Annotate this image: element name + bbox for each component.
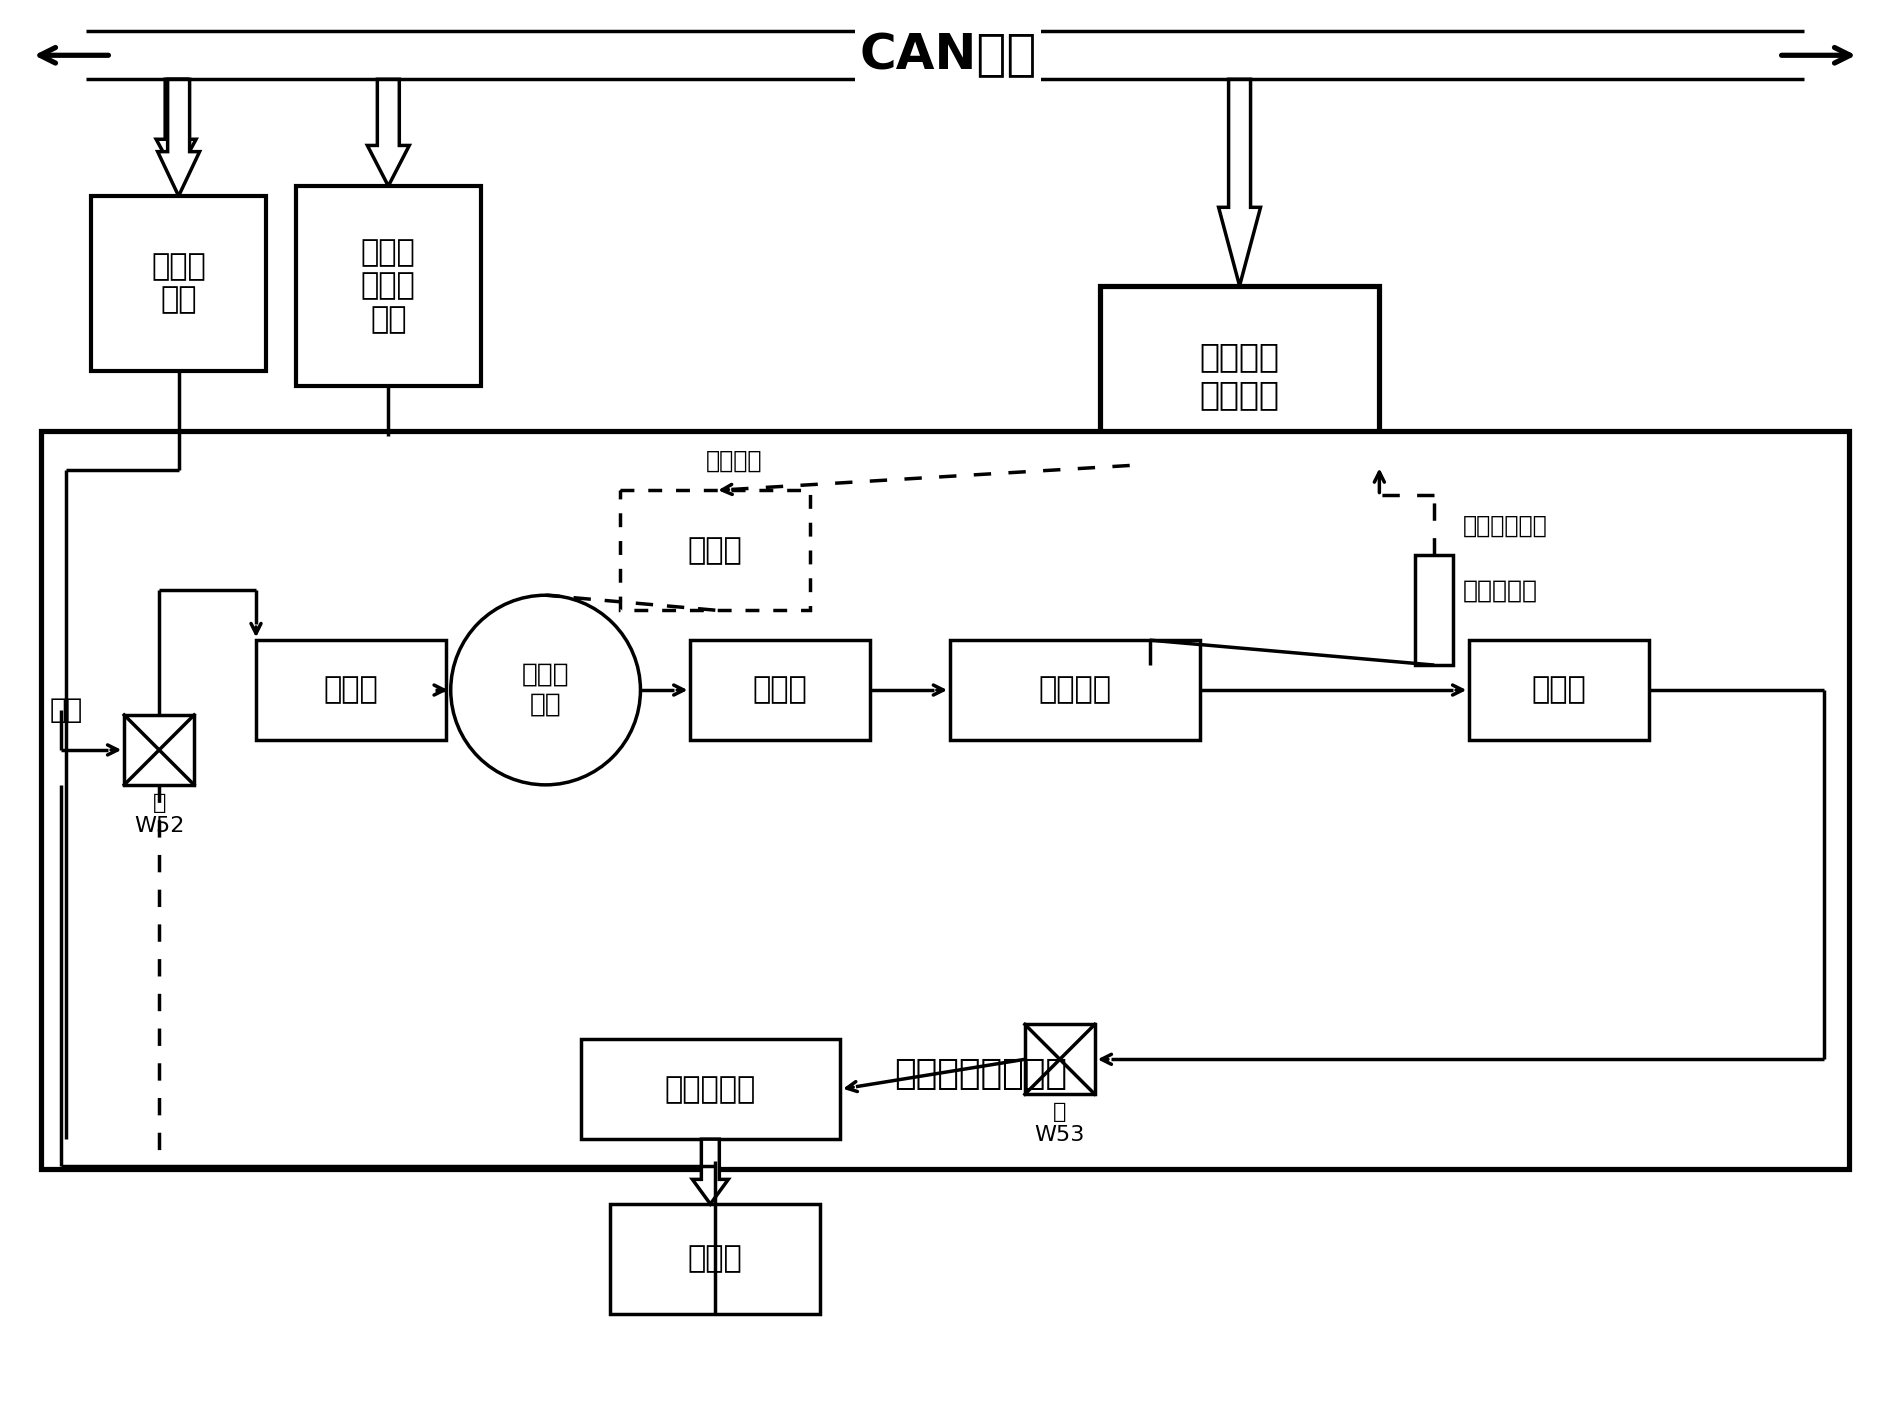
- Polygon shape: [1219, 79, 1261, 286]
- Text: 燃烧室: 燃烧室: [688, 1245, 743, 1273]
- Text: 主控制
装置: 主控制 装置: [152, 252, 207, 314]
- Text: 过滤器: 过滤器: [1532, 675, 1587, 705]
- Text: 阀
W53: 阀 W53: [1035, 1102, 1085, 1146]
- Text: CAN总线: CAN总线: [859, 31, 1037, 79]
- Text: 燃料压
缩机: 燃料压 缩机: [521, 663, 569, 718]
- Text: 阀
W52: 阀 W52: [135, 793, 184, 835]
- Bar: [125, 715, 193, 784]
- Text: 燃料: 燃料: [49, 697, 83, 724]
- Bar: [296, 185, 482, 385]
- Bar: [256, 640, 446, 741]
- Text: 压力采样信号: 压力采样信号: [1464, 514, 1547, 537]
- Text: 控制信号: 控制信号: [705, 449, 762, 473]
- Text: 燃料储罐: 燃料储罐: [1039, 675, 1111, 705]
- Text: 燃料轮
机控制
装置: 燃料轮 机控制 装置: [360, 238, 415, 334]
- Text: 燃料调节阀: 燃料调节阀: [665, 1075, 757, 1103]
- Text: 燃料压力控制单元: 燃料压力控制单元: [895, 1058, 1067, 1092]
- Bar: [580, 1039, 840, 1138]
- Bar: [91, 195, 265, 371]
- Bar: [1414, 555, 1452, 666]
- Bar: [1469, 640, 1650, 741]
- Bar: [611, 1204, 821, 1314]
- Bar: [1100, 286, 1380, 466]
- Text: 散热器: 散热器: [753, 675, 808, 705]
- Polygon shape: [692, 1138, 728, 1204]
- Bar: [950, 640, 1200, 741]
- Bar: [620, 490, 810, 610]
- Text: 变频器: 变频器: [688, 535, 743, 565]
- Polygon shape: [155, 79, 195, 176]
- Text: 压力传感器: 压力传感器: [1464, 578, 1538, 602]
- Bar: [1026, 1024, 1094, 1095]
- Text: 过滤器: 过滤器: [324, 675, 377, 705]
- Bar: [42, 430, 1849, 1170]
- Polygon shape: [157, 79, 199, 195]
- Bar: [690, 640, 870, 741]
- Polygon shape: [368, 79, 410, 185]
- Text: 燃料压力
控制装置: 燃料压力 控制装置: [1200, 340, 1280, 411]
- Circle shape: [451, 595, 641, 784]
